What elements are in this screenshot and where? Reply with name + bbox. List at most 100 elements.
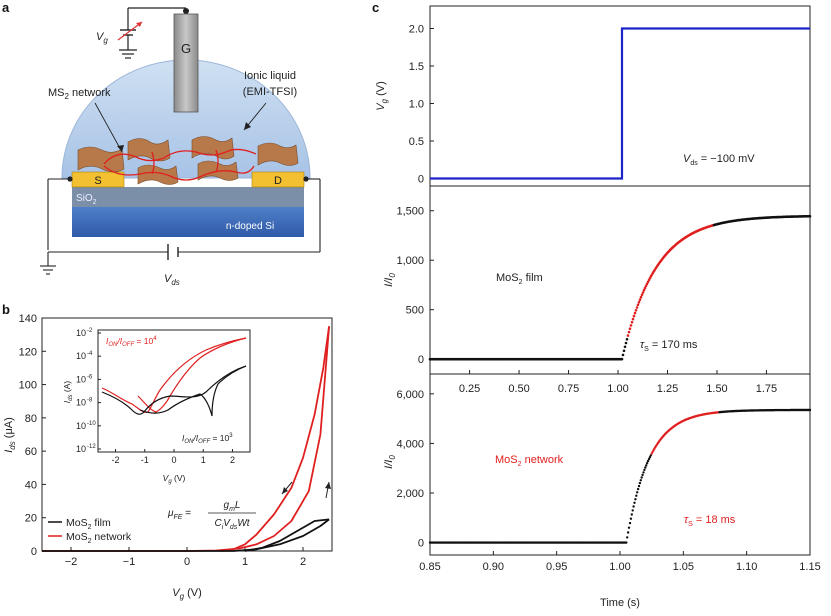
formula-l: L bbox=[235, 500, 241, 511]
plot-b-xtick-label: 0 bbox=[184, 556, 190, 568]
data-point bbox=[641, 473, 644, 477]
plot-c-bot-ylabel-sub: 0 bbox=[388, 455, 397, 460]
c-film-tau-sub: S bbox=[644, 346, 649, 353]
c-network-tau-sub: S bbox=[688, 521, 693, 528]
inset-xtick-label: -1 bbox=[141, 455, 149, 465]
data-point bbox=[623, 345, 627, 349]
data-point bbox=[632, 505, 635, 508]
network-label-suffix: network bbox=[72, 87, 111, 99]
data-point bbox=[644, 466, 647, 469]
plot-c-top-vg-step bbox=[430, 27, 810, 180]
plot-c-mid-ytick-label: 1,000 bbox=[396, 255, 424, 267]
plot-c-top-ylabel: V bbox=[375, 102, 387, 111]
panel-a: a Vg G SiO2 n-doped Si bbox=[2, 0, 321, 287]
drain-label: D bbox=[274, 175, 282, 187]
inset-ratio-red-sub2: OFF bbox=[122, 342, 134, 348]
data-point bbox=[648, 456, 652, 459]
inset-ytick-label: 10 bbox=[76, 328, 86, 338]
plot-c-top-ytick-label: 1.0 bbox=[409, 99, 424, 111]
data-point bbox=[636, 487, 640, 491]
plot-b-xtick-label: 1 bbox=[242, 556, 248, 568]
network-label: MS bbox=[48, 87, 65, 99]
c-film-label: MoS bbox=[496, 272, 519, 284]
inset-ratio-black-sub2: OFF bbox=[198, 439, 210, 445]
oxide-layer bbox=[72, 187, 304, 207]
plot-c-bot-ytick-label: 4,000 bbox=[396, 438, 424, 450]
svg-text:gmL: gmL bbox=[224, 500, 241, 513]
data-point bbox=[640, 476, 643, 479]
inset-network-forward bbox=[101, 337, 247, 413]
legend-network-suffix: network bbox=[92, 531, 132, 543]
formula-mu: μ bbox=[167, 508, 174, 519]
inset-ratio-black-val: = 10 bbox=[210, 433, 229, 443]
data-point bbox=[631, 509, 634, 512]
inset-ratio-black-sub1: ON bbox=[184, 439, 194, 445]
svg-text:Vg (V): Vg (V) bbox=[163, 473, 186, 485]
plot-b-ylabel: I bbox=[3, 450, 15, 453]
fit-point bbox=[626, 334, 630, 337]
data-point bbox=[808, 214, 812, 218]
data-point bbox=[626, 536, 629, 539]
inset-ratio-red-exp: 4 bbox=[153, 336, 157, 342]
c-film-tau: τ bbox=[640, 339, 645, 351]
svg-text:ION/IOFF = 103: ION/IOFF = 103 bbox=[182, 433, 233, 445]
plot-b-series bbox=[42, 518, 330, 552]
svg-text:τS = 18 ms: τS = 18 ms bbox=[684, 514, 736, 528]
data-point bbox=[630, 513, 633, 516]
vds-subscript: ds bbox=[171, 278, 179, 287]
fit-point bbox=[627, 330, 631, 334]
plot-b-xtick-label: 2 bbox=[300, 556, 306, 568]
plot-b-series bbox=[221, 326, 330, 552]
inset-ytick-exponent: -4 bbox=[87, 351, 93, 357]
legend-film: MoS bbox=[66, 517, 88, 529]
plot-b-xlabel-sub: g bbox=[180, 592, 185, 601]
svg-text:MoS2 film: MoS2 film bbox=[66, 517, 111, 531]
inset-ytick-label: 10 bbox=[76, 421, 86, 431]
inset-ratio-black-exp: 3 bbox=[229, 433, 233, 439]
data-point bbox=[642, 471, 645, 474]
data-point bbox=[637, 484, 641, 488]
svg-text:I/I0: I/I0 bbox=[383, 455, 397, 469]
data-point bbox=[633, 501, 636, 504]
c-vds: V bbox=[683, 153, 692, 165]
fit-point bbox=[640, 293, 644, 297]
svg-text:CiVdsWt: CiVdsWt bbox=[214, 518, 250, 531]
fit-point bbox=[644, 284, 648, 288]
inset-xlabel-sub: g bbox=[168, 479, 172, 485]
plot-c-bot-ytick-label: 0 bbox=[418, 538, 424, 550]
fit-point bbox=[645, 282, 649, 286]
data-point bbox=[629, 517, 633, 520]
svg-text:Ids (μA): Ids (μA) bbox=[3, 417, 17, 453]
gate-voltage-source: Vg bbox=[96, 7, 189, 59]
network-paths bbox=[103, 148, 257, 181]
data-point bbox=[645, 462, 649, 465]
inset-xtick-label: 0 bbox=[171, 455, 176, 465]
formula-v-sub: ds bbox=[230, 524, 238, 531]
inset-xlabel-unit: (V) bbox=[172, 473, 186, 483]
inset-curves bbox=[101, 337, 247, 417]
gate-label: G bbox=[181, 41, 191, 56]
oxide-label: SiO bbox=[76, 193, 93, 204]
inset-ytick-exponent: -12 bbox=[87, 444, 96, 450]
formula-mu-sub: FE bbox=[173, 514, 182, 521]
fit-point bbox=[639, 295, 643, 299]
plot-c-mid-ytick-label: 500 bbox=[406, 305, 424, 317]
oxide-sub: 2 bbox=[93, 199, 97, 206]
inset-film-forward bbox=[101, 365, 247, 415]
plot-c-mid-xtick-label: 1.25 bbox=[657, 383, 678, 395]
plot-c-mid-xtick-label: 0.25 bbox=[459, 383, 480, 395]
plot-c-bot-xtick-label: 0.95 bbox=[546, 561, 567, 573]
svg-text:Vg: Vg bbox=[96, 31, 108, 45]
svg-text:MS2 network: MS2 network bbox=[48, 87, 111, 101]
network-label-sub: 2 bbox=[65, 92, 70, 101]
c-network-tau: τ bbox=[684, 514, 689, 526]
vg-subscript: g bbox=[103, 36, 108, 45]
fit-point bbox=[629, 324, 633, 327]
panel-a-label: a bbox=[2, 0, 10, 15]
data-point bbox=[638, 481, 642, 485]
plot-c-top-ytick-label: 1.5 bbox=[409, 61, 424, 73]
substrate-label: n-doped Si bbox=[226, 221, 274, 232]
